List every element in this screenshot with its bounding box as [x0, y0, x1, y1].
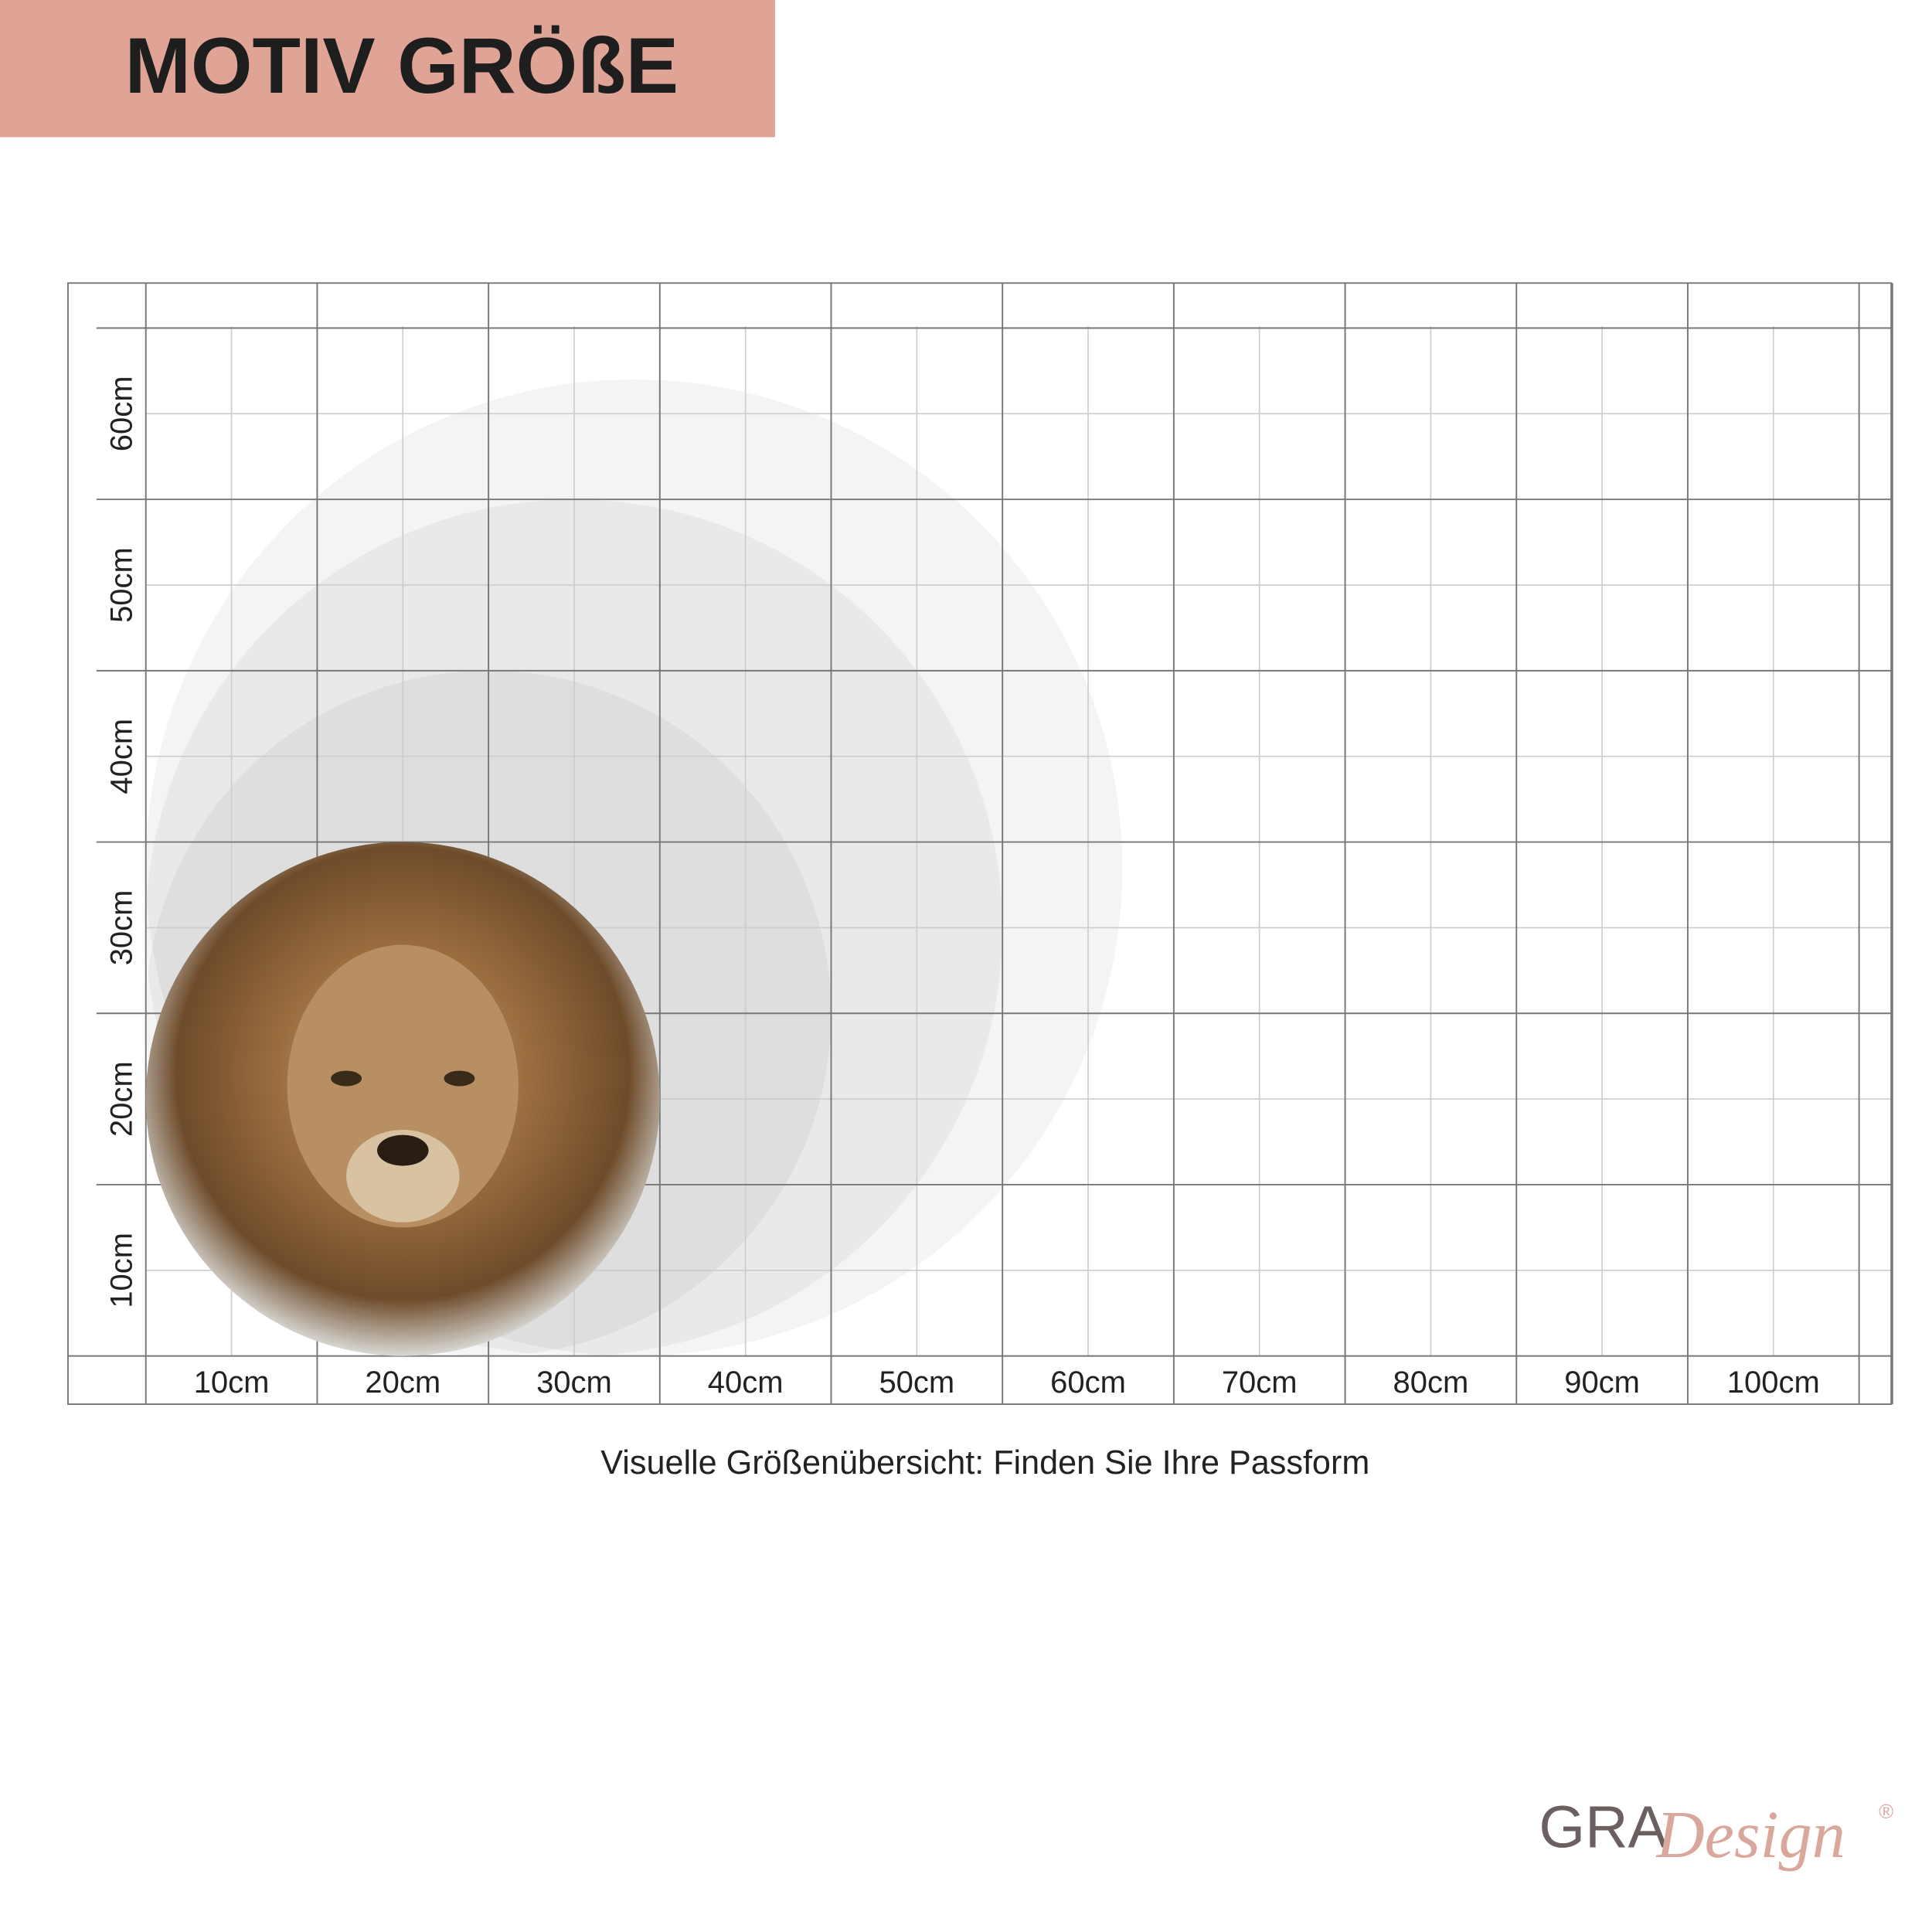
x-label: 30cm [536, 1366, 612, 1400]
lion-nose [377, 1134, 429, 1166]
x-label: 50cm [879, 1366, 954, 1400]
x-label: 100cm [1727, 1366, 1820, 1400]
lion-muzzle [346, 1130, 460, 1223]
y-label: 30cm [105, 890, 139, 966]
x-label: 10cm [194, 1366, 270, 1400]
x-label: 20cm [365, 1366, 440, 1400]
x-label: 90cm [1564, 1366, 1640, 1400]
lion-eye [331, 1070, 362, 1087]
x-label: 40cm [708, 1366, 784, 1400]
lion-face [287, 944, 519, 1228]
logo: GRA Design ® [1539, 1795, 1893, 1872]
lion-face-shape [287, 944, 519, 1228]
y-label: 50cm [105, 547, 139, 623]
y-label: 40cm [105, 719, 139, 794]
x-label: 70cm [1222, 1366, 1298, 1400]
y-label: 10cm [105, 1233, 139, 1308]
y-label: 60cm [105, 376, 139, 451]
logo-brand: GRA [1539, 1795, 1668, 1861]
title: MOTIV GRÖßE [125, 21, 679, 110]
x-label: 80cm [1393, 1366, 1469, 1400]
logo-script: Design [1655, 1798, 1845, 1872]
lion-eye [444, 1070, 475, 1087]
grid-frame [67, 282, 1893, 1405]
title-band [0, 0, 775, 138]
logo-mark: ® [1879, 1801, 1893, 1823]
y-label: 20cm [105, 1061, 139, 1137]
caption: Visuelle Größenübersicht: Finden Sie Ihr… [600, 1444, 1369, 1481]
x-label: 60cm [1050, 1366, 1126, 1400]
